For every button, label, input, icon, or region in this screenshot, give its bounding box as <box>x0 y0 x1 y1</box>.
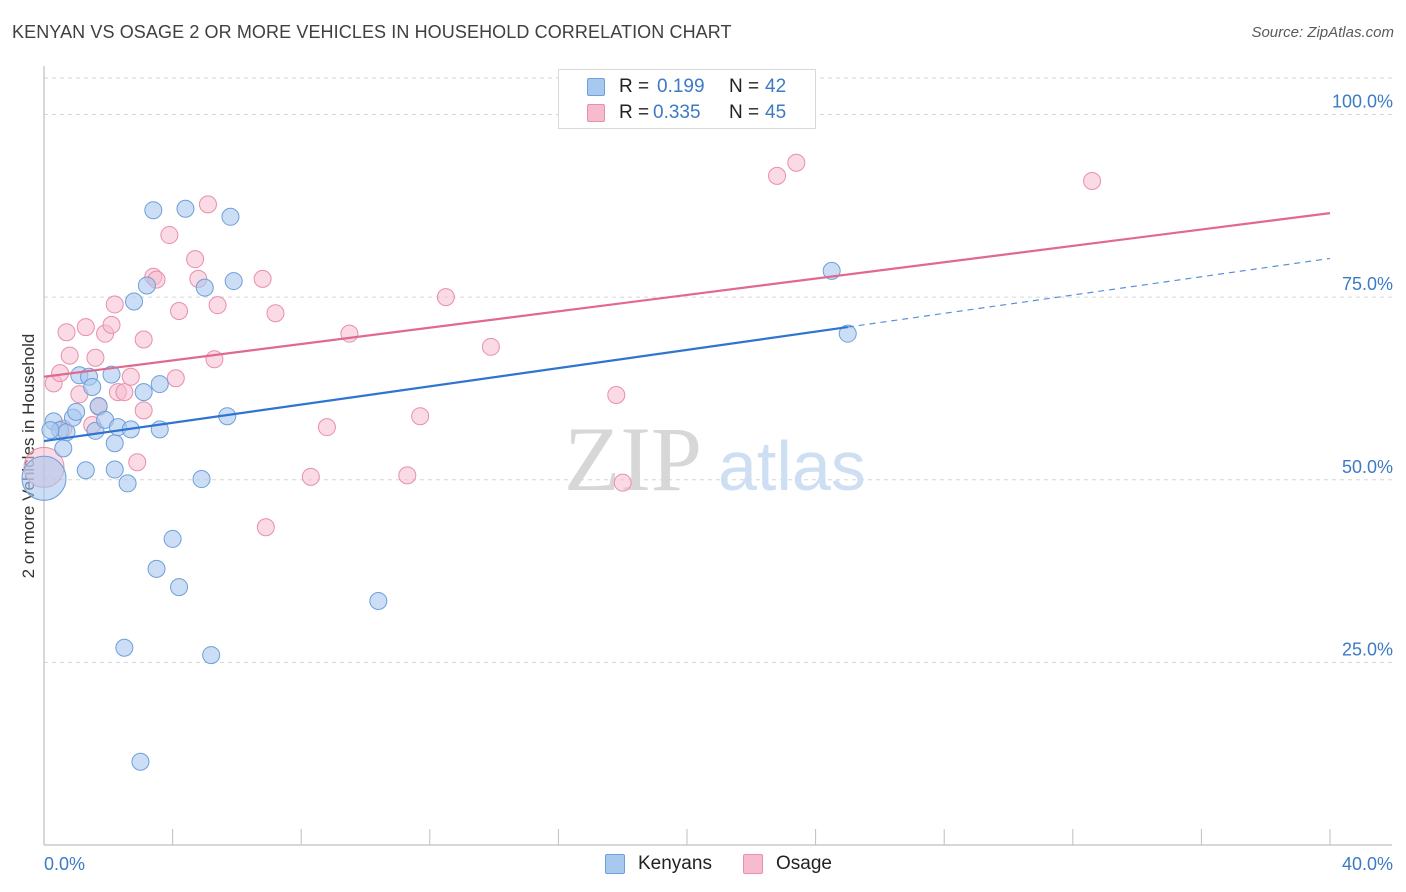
osage-point <box>134 401 153 420</box>
kenyans-legend-swatch <box>605 854 625 874</box>
osage-n-label: N = <box>729 102 760 123</box>
chart-title: KENYAN VS OSAGE 2 OR MORE VEHICLES IN HO… <box>12 22 732 42</box>
osage-point <box>613 473 632 492</box>
tick-labels: 25.0% 50.0% 75.0% 100.0% 0.0% 40.0% <box>44 92 1393 874</box>
kenyans-point <box>41 421 60 440</box>
y-tick-label: 100.0% <box>1332 92 1393 112</box>
kenyans-r-value: 0.199 <box>657 76 705 97</box>
osage-point <box>102 315 121 334</box>
kenyans-point <box>134 383 153 402</box>
x-tick-label: 0.0% <box>44 854 85 874</box>
osage-point <box>170 302 189 321</box>
kenyans-point <box>221 207 240 226</box>
kenyans-point <box>137 276 156 295</box>
osage-legend-label: Osage <box>776 853 832 874</box>
osage-point <box>128 453 147 472</box>
osage-point <box>768 166 787 185</box>
osage-point <box>105 295 124 314</box>
osage-point <box>186 250 205 269</box>
kenyans-point <box>202 646 221 665</box>
osage-point <box>607 386 626 405</box>
kenyans-point <box>170 578 189 597</box>
osage-point <box>121 367 140 386</box>
kenyans-point <box>115 638 134 657</box>
kenyans-point <box>176 199 195 218</box>
kenyans-point <box>150 375 169 394</box>
kenyans-point <box>105 434 124 453</box>
kenyans-trend-line <box>43 326 848 443</box>
osage-point <box>1083 171 1102 190</box>
kenyans-point <box>67 402 86 421</box>
kenyans-point <box>192 470 211 489</box>
correlation-legend: R = 0.199 N = 42 R = 0.335 N = 45 <box>558 69 816 129</box>
kenyans-r-label: R = <box>619 76 650 97</box>
kenyans-point <box>131 752 150 771</box>
kenyans-n-value: 42 <box>765 76 787 97</box>
osage-point <box>411 407 430 426</box>
kenyans-point <box>195 278 214 297</box>
osage-point <box>398 466 417 485</box>
osage-point <box>57 323 76 342</box>
watermark: ZIP atlas <box>564 408 866 510</box>
kenyans-point <box>83 377 102 396</box>
osage-point <box>436 288 455 307</box>
osage-point <box>198 195 217 214</box>
kenyans-point <box>54 439 73 458</box>
osage-point <box>787 153 806 172</box>
kenyans-point <box>102 365 121 384</box>
osage-point <box>253 269 272 288</box>
kenyans-point <box>118 474 137 493</box>
osage-legend-swatch <box>743 854 763 874</box>
x-tick-label: 40.0% <box>1342 854 1393 874</box>
osage-point <box>115 383 134 402</box>
osage-point <box>76 318 95 337</box>
kenyans-point <box>144 201 163 220</box>
osage-trend-line <box>43 212 1331 378</box>
osage-point <box>166 369 185 388</box>
watermark-zip: ZIP <box>564 408 702 510</box>
kenyans-point <box>125 292 144 311</box>
kenyans-point <box>147 559 166 578</box>
osage-swatch <box>587 104 605 122</box>
osage-point <box>86 348 105 367</box>
kenyans-point <box>105 460 124 479</box>
grid <box>44 77 1392 663</box>
osage-point <box>317 418 336 437</box>
osage-r-value: 0.335 <box>653 102 701 123</box>
kenyans-trend-extension <box>847 257 1331 328</box>
y-tick-label: 75.0% <box>1342 274 1393 294</box>
kenyans-point <box>224 272 243 291</box>
source-label: Source: ZipAtlas.com <box>1251 24 1394 41</box>
trend-lines <box>43 212 1331 443</box>
kenyans-n-label: N = <box>729 76 760 97</box>
osage-point <box>160 226 179 245</box>
kenyans-legend-label: Kenyans <box>638 853 712 874</box>
osage-r-label: R = <box>619 102 650 123</box>
kenyans-point <box>163 529 182 548</box>
y-tick-label: 50.0% <box>1342 457 1393 477</box>
osage-point <box>60 346 79 365</box>
osage-n-value: 45 <box>765 102 787 123</box>
osage-point <box>301 467 320 486</box>
osage-point <box>481 337 500 356</box>
osage-point <box>266 304 285 323</box>
osage-point <box>134 330 153 349</box>
osage-point <box>208 296 227 315</box>
kenyans-swatch <box>587 78 605 96</box>
kenyans-point <box>76 461 95 480</box>
y-tick-label: 25.0% <box>1342 639 1393 659</box>
kenyans-points <box>21 199 857 771</box>
kenyans-point <box>369 592 388 611</box>
watermark-atlas: atlas <box>718 427 866 505</box>
kenyans-point <box>838 324 857 343</box>
kenyans-point <box>21 455 67 501</box>
osage-point <box>256 518 275 537</box>
